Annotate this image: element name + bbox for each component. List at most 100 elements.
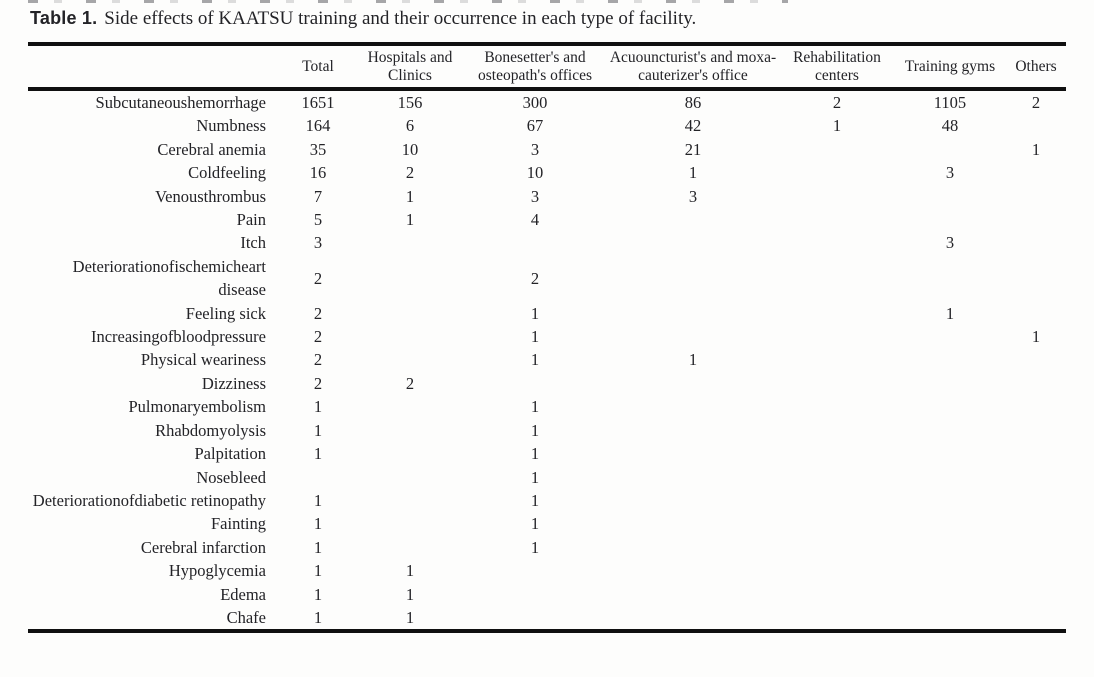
row-label: Deteriorationofischemicheart disease [72,256,266,300]
row-label: Feeling sick [185,303,266,323]
cell-value: 2 [832,93,842,112]
cell-value [280,466,356,489]
table-row: Venousthrombus 7 1 3 3 [28,185,1066,208]
cell-value [606,559,780,582]
cell-value: 7 [313,186,323,206]
table-row: Chafe 1 1 [28,606,1066,631]
cell-value: 1 [405,607,415,627]
cell-value: 1 [313,537,323,557]
row-label: Numbness [196,116,266,136]
cell-value [894,512,1006,535]
cell-value: 1 [530,420,540,440]
cell-value: 1 [530,444,540,464]
cell-value [1006,231,1066,254]
column-header-corner [28,44,280,91]
cell-value [780,512,894,535]
cell-value [894,419,1006,442]
cell-value [1006,536,1066,559]
cell-value [894,348,1006,371]
cell-value [1006,559,1066,582]
side-effects-table: Total Hospitals and Clinics Bonesetter's a… [28,42,1066,634]
table-row: Pain 5 1 4 [28,208,1066,231]
cell-value [780,442,894,465]
cell-value [1006,114,1066,137]
cell-value [780,255,894,302]
cell-value [780,583,894,606]
cell-value: 1 [313,444,323,464]
cell-value: 10 [526,163,544,183]
cell-value: 2 [1031,93,1041,112]
cell-value: 1 [530,350,540,370]
cell-value [780,395,894,418]
cell-value [780,419,894,442]
cell-value [606,208,780,231]
row-label: Coldfeeling [188,163,266,183]
cell-value [606,231,780,254]
row-label: Cerebral infarction [140,537,266,557]
cell-value [780,185,894,208]
cell-value: 3 [530,186,540,206]
table-row: Numbness 164 6 67 42 1 48 [28,114,1066,137]
cell-value: 1 [313,607,323,627]
cell-value [780,489,894,512]
cell-value [606,583,780,606]
cell-value: 1 [1031,139,1041,159]
cell-value [780,208,894,231]
column-header: Training gyms [894,44,1006,91]
cell-value [894,442,1006,465]
cell-value [1006,419,1066,442]
cell-value [464,231,606,254]
cell-value [1006,395,1066,418]
cell-value [780,606,894,631]
cell-value [606,419,780,442]
cell-value [356,325,464,348]
cell-value [356,442,464,465]
cell-value: 2 [313,303,323,323]
cell-value: 1 [530,514,540,534]
cell-value [894,489,1006,512]
cell-value [780,466,894,489]
cell-value [356,419,464,442]
cell-value: 1 [313,514,323,534]
table-row: Pulmonaryembolism 1 1 [28,395,1066,418]
row-label: Rhabdomyolysis [155,420,266,440]
cell-value [606,606,780,631]
cell-value: 21 [684,139,702,159]
row-label: Pulmonaryembolism [128,397,267,417]
row-label: Itch [240,233,266,253]
cell-value [894,536,1006,559]
table-row: Dizziness 2 2 [28,372,1066,395]
cell-value [894,395,1006,418]
row-label: Subcutaneoushemorrhage [95,93,266,112]
row-label: Physical weariness [140,350,266,370]
cell-value [356,512,464,535]
row-label: Increasingofbloodpressure [90,327,266,347]
cell-value: 1 [405,186,415,206]
cell-value [894,185,1006,208]
cell-value: 1 [313,561,323,581]
cell-value: 1 [405,584,415,604]
cell-value [606,395,780,418]
cell-value [606,489,780,512]
cell-value [1006,302,1066,325]
cell-value: 3 [945,163,955,183]
cell-value: 1 [530,467,540,487]
cell-value [894,372,1006,395]
table-row: Nosebleed 1 [28,466,1066,489]
row-label: Cerebral anemia [157,139,266,159]
cell-value: 48 [941,116,959,136]
cell-value [606,466,780,489]
column-header: Total [280,44,356,91]
table-caption-label: Table 1. [30,8,98,28]
cell-value [606,512,780,535]
cell-value [356,395,464,418]
cell-value [780,138,894,161]
row-label: Chafe [226,607,266,627]
cell-value: 1 [530,327,540,347]
row-label: Palpitation [194,444,267,464]
table-row: Deteriorationofischemicheart disease 2 2 [28,255,1066,302]
cell-value [1006,512,1066,535]
cell-value: 1 [313,584,323,604]
cell-value: 1 [313,420,323,440]
cell-value [356,536,464,559]
